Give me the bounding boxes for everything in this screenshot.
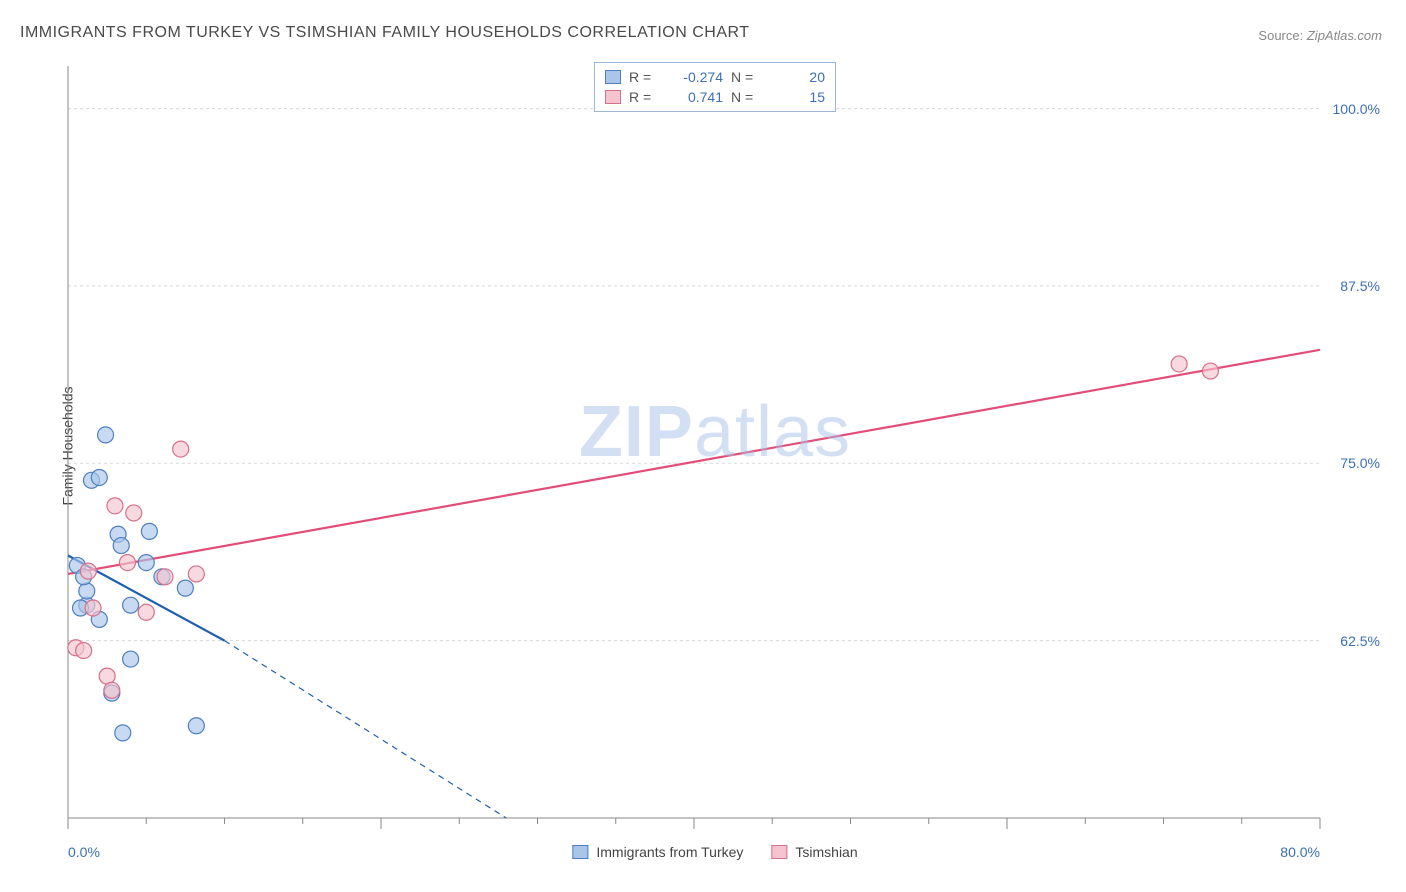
x-tick-label: 0.0% bbox=[68, 844, 100, 860]
legend-series-item: Tsimshian bbox=[771, 844, 857, 860]
legend-series-label: Tsimshian bbox=[795, 844, 857, 860]
legend-stat-value: 0.741 bbox=[667, 87, 723, 107]
legend-swatch bbox=[572, 845, 588, 859]
chart-svg bbox=[50, 58, 1380, 838]
legend-series-label: Immigrants from Turkey bbox=[596, 844, 743, 860]
legend-stat-value: 15 bbox=[769, 87, 825, 107]
source-label: Source: bbox=[1258, 28, 1303, 43]
y-tick-label: 75.0% bbox=[1340, 455, 1380, 471]
chart-area: ZIPatlas R =-0.274N =20R =0.741N =15 Imm… bbox=[50, 58, 1380, 838]
legend-stat-value: 20 bbox=[769, 67, 825, 87]
legend-stat-value: -0.274 bbox=[667, 67, 723, 87]
legend-correlation-row: R = -0.274 N = 20 bbox=[605, 67, 825, 87]
chart-title: IMMIGRANTS FROM TURKEY VS TSIMSHIAN FAMI… bbox=[20, 24, 750, 42]
y-tick-label: 62.5% bbox=[1340, 633, 1380, 649]
legend-stat-label: N = bbox=[731, 87, 761, 107]
source-attribution: Source: ZipAtlas.com bbox=[1258, 28, 1382, 43]
legend-stat-label: R = bbox=[629, 67, 659, 87]
legend-stat-label: N = bbox=[731, 67, 761, 87]
source-value: ZipAtlas.com bbox=[1307, 28, 1382, 43]
legend-series-item: Immigrants from Turkey bbox=[572, 844, 743, 860]
legend-correlation: R = -0.274 N = 20 R = 0.741 N = 15 bbox=[594, 62, 836, 112]
x-tick-label: 80.0% bbox=[1280, 844, 1320, 860]
legend-stat-label: R = bbox=[629, 87, 659, 107]
y-tick-label: 100.0% bbox=[1333, 101, 1380, 117]
legend-swatch bbox=[605, 70, 621, 84]
legend-swatch bbox=[771, 845, 787, 859]
legend-swatch bbox=[605, 90, 621, 104]
legend-correlation-row: R = 0.741 N = 15 bbox=[605, 87, 825, 107]
legend-series: Immigrants from Turkey Tsimshian bbox=[572, 844, 857, 860]
y-tick-label: 87.5% bbox=[1340, 278, 1380, 294]
